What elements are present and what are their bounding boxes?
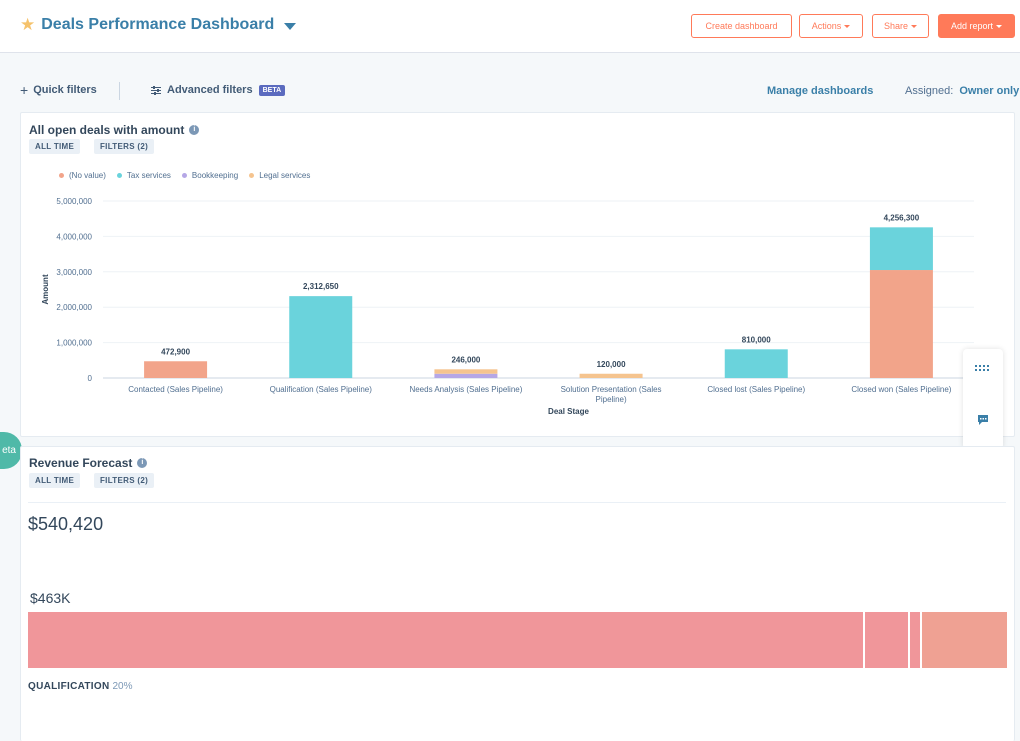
legend-item[interactable]: Tax services — [116, 171, 171, 180]
top-bar: ★ Deals Performance Dashboard Create das… — [0, 0, 1020, 53]
report-title[interactable]: All open deals with amount i — [29, 123, 200, 137]
filter-bar: + Quick filters Advanced filters BETA Ma… — [0, 80, 1020, 104]
actions-label: Actions — [811, 21, 842, 31]
star-icon[interactable]: ★ — [20, 15, 36, 34]
legend-label: (No value) — [69, 171, 106, 180]
chevron-down-icon[interactable] — [284, 22, 297, 30]
legend-dot — [59, 173, 64, 178]
bar-total-label: 472,900 — [161, 347, 190, 356]
date-range-tag[interactable]: ALL TIME — [29, 139, 81, 154]
info-icon[interactable]: i — [137, 458, 148, 468]
caret-down-icon — [996, 24, 1003, 28]
add-report-button[interactable]: Add report — [938, 14, 1015, 38]
share-label: Share — [883, 21, 909, 31]
advanced-filters-label: Advanced filters — [167, 84, 253, 96]
x-tick-label: Closed won (Sales Pipeline) — [851, 385, 951, 394]
x-tick-label: Solution Presentation (Sales — [561, 385, 662, 394]
x-tick-label: Closed lost (Sales Pipeline) — [707, 385, 805, 394]
forecast-segment[interactable] — [28, 612, 866, 668]
dashboard-title[interactable]: Deals Performance Dashboard — [41, 16, 275, 33]
caret-down-icon — [911, 24, 918, 28]
caret-down-icon — [844, 24, 851, 28]
sliders-icon — [151, 85, 161, 95]
y-tick-label: 0 — [88, 374, 93, 383]
bar-segment — [869, 227, 933, 271]
grid-icon[interactable] — [975, 363, 991, 375]
y-tick-label: 3,000,000 — [56, 268, 92, 277]
create-dashboard-label: Create dashboard — [705, 21, 778, 31]
quick-filters-label: Quick filters — [33, 84, 97, 96]
forecast-stage: QUALIFICATION 20% — [28, 681, 133, 692]
bar-segment — [869, 270, 933, 378]
bar-segment — [144, 361, 208, 378]
legend-item[interactable]: Legal services — [249, 171, 310, 180]
forecast-bar-value: $463K — [30, 590, 71, 606]
beta-feedback-tab[interactable]: eta — [0, 432, 22, 469]
forecast-segment[interactable] — [865, 612, 911, 668]
legend-label: Bookkeeping — [191, 171, 239, 180]
beta-badge: BETA — [258, 84, 286, 96]
chat-icon[interactable] — [975, 414, 991, 426]
bar-segment — [434, 369, 498, 374]
assigned-value[interactable]: Owner only — [959, 85, 1020, 97]
bar-total-label: 2,312,650 — [303, 282, 339, 291]
x-axis-label: Deal Stage — [548, 407, 589, 416]
legend-item[interactable]: Bookkeeping — [181, 171, 239, 180]
bar-segment — [724, 349, 788, 378]
deals-bar-chart: 0 1,000,000 2,000,000 3,000,000 4,000,000 5,0… — [41, 197, 974, 416]
bar-segment — [579, 373, 643, 378]
x-tick-label: Contacted (Sales Pipeline) — [128, 385, 223, 394]
bar-segment — [434, 373, 498, 378]
assigned-label: Assigned: — [905, 85, 954, 97]
share-button[interactable]: Share — [872, 14, 929, 38]
x-tick-label: Needs Analysis (Sales Pipeline) — [409, 385, 522, 394]
dashboard-title-group[interactable]: ★ Deals Performance Dashboard — [20, 15, 297, 35]
stage-name: QUALIFICATION — [28, 681, 110, 692]
y-tick-label: 4,000,000 — [56, 232, 92, 241]
legend-item[interactable]: (No value) — [59, 171, 106, 180]
x-tick-label: Qualification (Sales Pipeline) — [270, 385, 373, 394]
info-icon[interactable]: i — [189, 125, 200, 135]
date-range-tag[interactable]: ALL TIME — [29, 473, 81, 488]
filters-tag[interactable]: FILTERS (2) — [94, 473, 155, 488]
forecast-segment[interactable] — [910, 612, 922, 668]
divider — [28, 502, 1006, 503]
manage-dashboards-link[interactable]: Manage dashboards — [767, 85, 874, 97]
advanced-filters-button[interactable]: Advanced filters BETA — [151, 84, 286, 96]
y-tick-label: 2,000,000 — [56, 303, 92, 312]
bar-total-label: 120,000 — [597, 360, 626, 369]
x-tick-label: Pipeline) — [596, 395, 627, 404]
report-title-text: All open deals with amount — [29, 123, 185, 137]
bar-total-label: 4,256,300 — [884, 213, 920, 222]
legend-dot — [181, 173, 187, 178]
chart-legend: (No value) Tax services Bookkeeping Legal s… — [59, 171, 321, 180]
y-tick-label: 5,000,000 — [56, 197, 92, 206]
forecast-segment[interactable] — [921, 612, 1007, 668]
bar-total-label: 810,000 — [742, 335, 771, 344]
legend-label: Legal services — [259, 171, 311, 180]
deals-report-card: All open deals with amount i ALL TIME FI… — [20, 112, 1015, 437]
forecast-total: $540,420 — [28, 514, 104, 534]
stage-percent: 20% — [112, 681, 133, 692]
actions-button[interactable]: Actions — [799, 14, 863, 38]
filters-tag[interactable]: FILTERS (2) — [94, 139, 155, 154]
legend-dot — [249, 173, 255, 178]
report-title[interactable]: Revenue Forecast i — [29, 456, 148, 470]
bar-total-label: 246,000 — [451, 355, 480, 364]
add-report-label: Add report — [950, 21, 994, 31]
create-dashboard-button[interactable]: Create dashboard — [691, 14, 792, 38]
side-tools-panel — [963, 349, 1003, 449]
y-tick-label: 1,000,000 — [56, 339, 92, 348]
legend-dot — [116, 173, 122, 178]
bar-segment — [289, 296, 353, 378]
quick-filters-button[interactable]: + Quick filters — [20, 82, 97, 98]
divider — [119, 82, 120, 100]
legend-label: Tax services — [126, 171, 171, 180]
y-axis-label: Amount — [41, 274, 50, 305]
assigned-filter[interactable]: Assigned: Owner only — [905, 85, 1019, 97]
revenue-forecast-card: Revenue Forecast i ALL TIME FILTERS (2) — [20, 446, 1015, 741]
plus-icon: + — [20, 82, 29, 98]
report-title-text: Revenue Forecast — [29, 456, 133, 470]
forecast-bar[interactable] — [28, 612, 1007, 668]
